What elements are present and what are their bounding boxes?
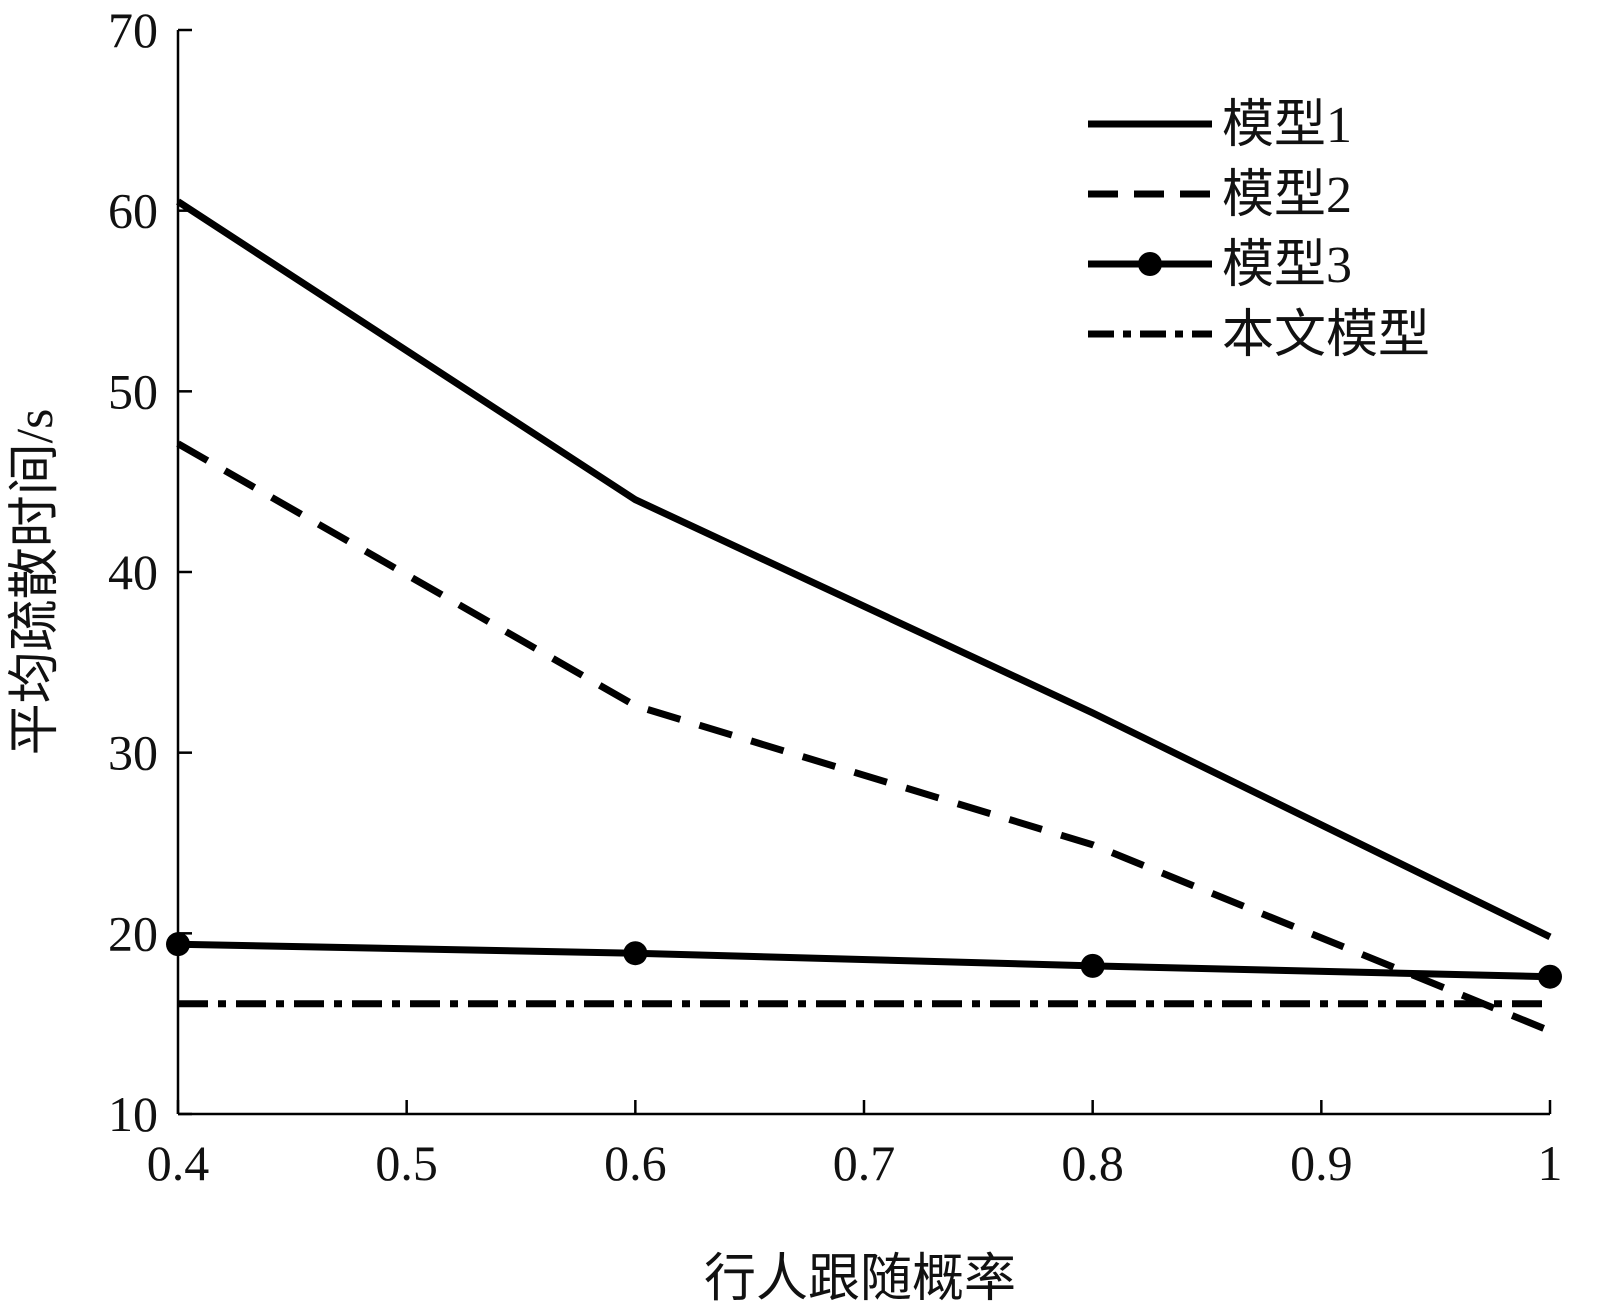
- data-point-marker: [166, 932, 190, 957]
- x-tick-label: 0.8: [1061, 1135, 1124, 1191]
- legend-label: 本文模型: [1222, 307, 1430, 364]
- x-tick-label: 0.7: [833, 1135, 896, 1191]
- y-tick-label: 20: [108, 905, 158, 961]
- x-tick-label: 1: [1538, 1135, 1563, 1191]
- axis-ticks: 10 20 30 40 50 60 70 0.4 0.5 0.6 0.7 0.8 0.9 1: [108, 2, 1563, 1191]
- data-point-marker: [623, 941, 648, 966]
- y-tick-label: 50: [108, 363, 158, 419]
- y-tick-label: 70: [108, 2, 158, 58]
- x-tick-label: 0.5: [375, 1135, 438, 1191]
- y-tick-label: 30: [108, 725, 158, 781]
- data-point-marker: [1080, 953, 1105, 978]
- data-point-marker: [1538, 964, 1562, 989]
- y-tick-label: 60: [108, 183, 158, 239]
- legend-label: 模型2: [1222, 167, 1352, 224]
- x-tick-label: 0.6: [604, 1135, 667, 1191]
- legend: 模型1 模型2 模型3 本文模型: [1088, 97, 1430, 364]
- y-axis-title: 平均疏散时间/s: [7, 409, 64, 756]
- legend-label: 模型1: [1222, 97, 1352, 154]
- x-axis-title: 行人跟随概率: [704, 1251, 1016, 1308]
- x-tick-label: 0.4: [147, 1135, 210, 1191]
- data-series: [166, 198, 1562, 1035]
- x-tick-label: 0.9: [1290, 1135, 1353, 1191]
- legend-marker: [1138, 252, 1162, 276]
- series-line-1: [176, 198, 1552, 941]
- y-tick-label: 40: [108, 544, 158, 600]
- y-tick-label: 10: [108, 1086, 158, 1142]
- series-line-3: [177, 940, 1551, 981]
- legend-label: 模型3: [1222, 237, 1352, 294]
- series-line-2: [176, 440, 1552, 1035]
